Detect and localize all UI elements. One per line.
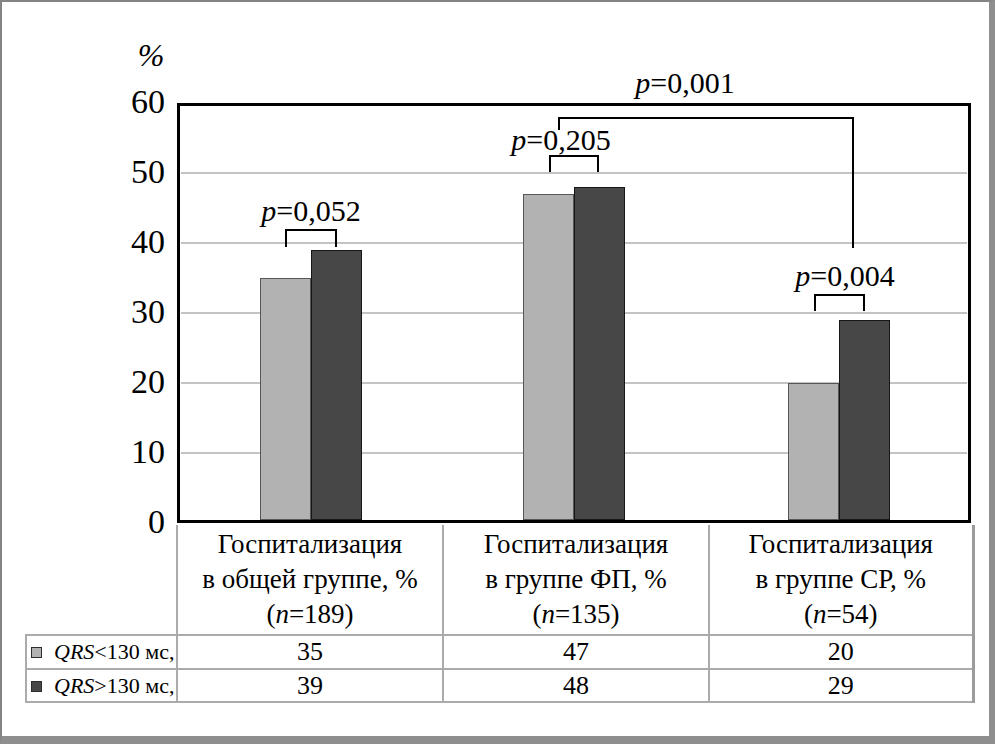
y-tick-30: 30 [85,294,165,330]
bracket-1-top [285,229,337,231]
y-tick-60: 60 [85,84,165,120]
legend-label-qrs-lt-130: QRS<130 мс, % [54,639,177,664]
category-header-row: Госпитализацияв общей группе, %(n=189)Го… [26,525,973,635]
value-qrs-lt-130-group-1: 35 [177,635,443,669]
bar-qrs-gt-130-group-3 [839,320,890,520]
gridline-50 [181,172,967,174]
value-qrs-gt-130-group-1: 39 [177,669,443,702]
bar-qrs-lt-130-group-3 [788,383,839,520]
bracket-4-top [558,117,854,119]
category-header-2: Госпитализацияв группе ФП, %(n=135) [443,525,709,635]
bracket-1-left-tick [285,229,287,247]
bracket-4-left-tick [558,117,560,130]
legend-item-qrs-lt-130: QRS<130 мс, % [26,635,177,669]
series-row-qrs-lt-130: QRS<130 мс, %354720 [26,635,973,669]
category-header-1: Госпитализацияв общей группе, %(n=189) [177,525,443,635]
bracket-3-left-tick [814,294,816,311]
data-table: Госпитализацияв общей группе, %(n=189)Го… [25,525,975,703]
p-value-label-2: p=0,205 [511,125,610,155]
bracket-2-left-tick [549,155,551,172]
bar-qrs-gt-130-group-2 [574,187,625,520]
y-tick-20: 20 [85,364,165,400]
bracket-4-right-tick [852,117,854,248]
hospitalization-bar-chart-figure: % 6050403020100p=0,052p=0,205p=0,004p=0,… [0,0,995,744]
p-value-label-1: p=0,052 [261,196,360,226]
bracket-2-top [549,155,599,157]
value-qrs-lt-130-group-2: 47 [443,635,709,669]
bar-qrs-lt-130-group-1 [260,278,311,520]
series-row-qrs-gt-130: QRS>130 мс, %394829 [26,669,973,702]
bracket-2-right-tick [597,155,599,172]
bracket-3-right-tick [863,294,865,311]
bracket-3-top [814,294,865,296]
value-qrs-gt-130-group-3: 29 [709,669,973,702]
legend-swatch-qrs-gt-130 [31,681,42,692]
p-value-label-4: p=0,001 [635,68,734,98]
y-tick-40: 40 [85,224,165,260]
data-table-container: Госпитализацияв общей группе, %(n=189)Го… [25,525,972,703]
bar-qrs-gt-130-group-1 [311,250,362,520]
bracket-1-right-tick [335,229,337,247]
legend-header-blank-cell [26,525,177,635]
legend-swatch-qrs-lt-130 [31,647,42,658]
legend-label-qrs-gt-130: QRS>130 мс, % [54,673,177,698]
value-qrs-lt-130-group-3: 20 [709,635,973,669]
p-value-label-3: p=0,004 [795,261,894,291]
y-tick-50: 50 [85,154,165,190]
bar-qrs-lt-130-group-2 [523,194,574,520]
category-header-3: Госпитализацияв группе СР, %(n=54) [709,525,973,635]
value-qrs-gt-130-group-2: 48 [443,669,709,702]
legend-item-qrs-gt-130: QRS>130 мс, % [26,669,177,702]
y-tick-10: 10 [85,434,165,470]
y-axis-title: % [128,38,174,72]
